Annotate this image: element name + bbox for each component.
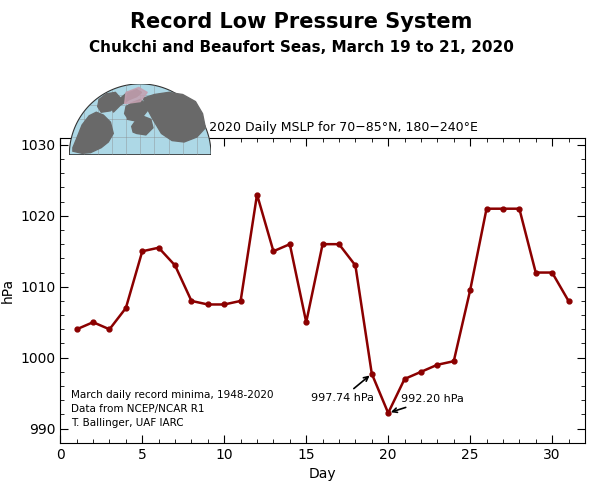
- Title: March 2020 Daily MSLP for 70−85°N, 180−240°E: March 2020 Daily MSLP for 70−85°N, 180−2…: [167, 121, 478, 134]
- Text: Record Low Pressure System: Record Low Pressure System: [130, 12, 473, 32]
- Text: 992.20 hPa: 992.20 hPa: [393, 394, 464, 412]
- Text: Chukchi and Beaufort Seas, March 19 to 21, 2020: Chukchi and Beaufort Seas, March 19 to 2…: [89, 40, 514, 55]
- Text: 997.74 hPa: 997.74 hPa: [311, 377, 374, 403]
- Polygon shape: [131, 117, 153, 135]
- Polygon shape: [144, 92, 206, 142]
- Text: March daily record minima, 1948-2020
Data from NCEP/NCAR R1
T. Ballinger, UAF IA: March daily record minima, 1948-2020 Dat…: [71, 390, 273, 428]
- Polygon shape: [125, 88, 147, 104]
- X-axis label: Day: Day: [309, 467, 336, 481]
- Polygon shape: [73, 112, 113, 154]
- Polygon shape: [98, 92, 121, 112]
- Y-axis label: hPa: hPa: [1, 277, 14, 303]
- Polygon shape: [112, 90, 142, 112]
- Polygon shape: [69, 84, 211, 155]
- Polygon shape: [125, 99, 147, 121]
